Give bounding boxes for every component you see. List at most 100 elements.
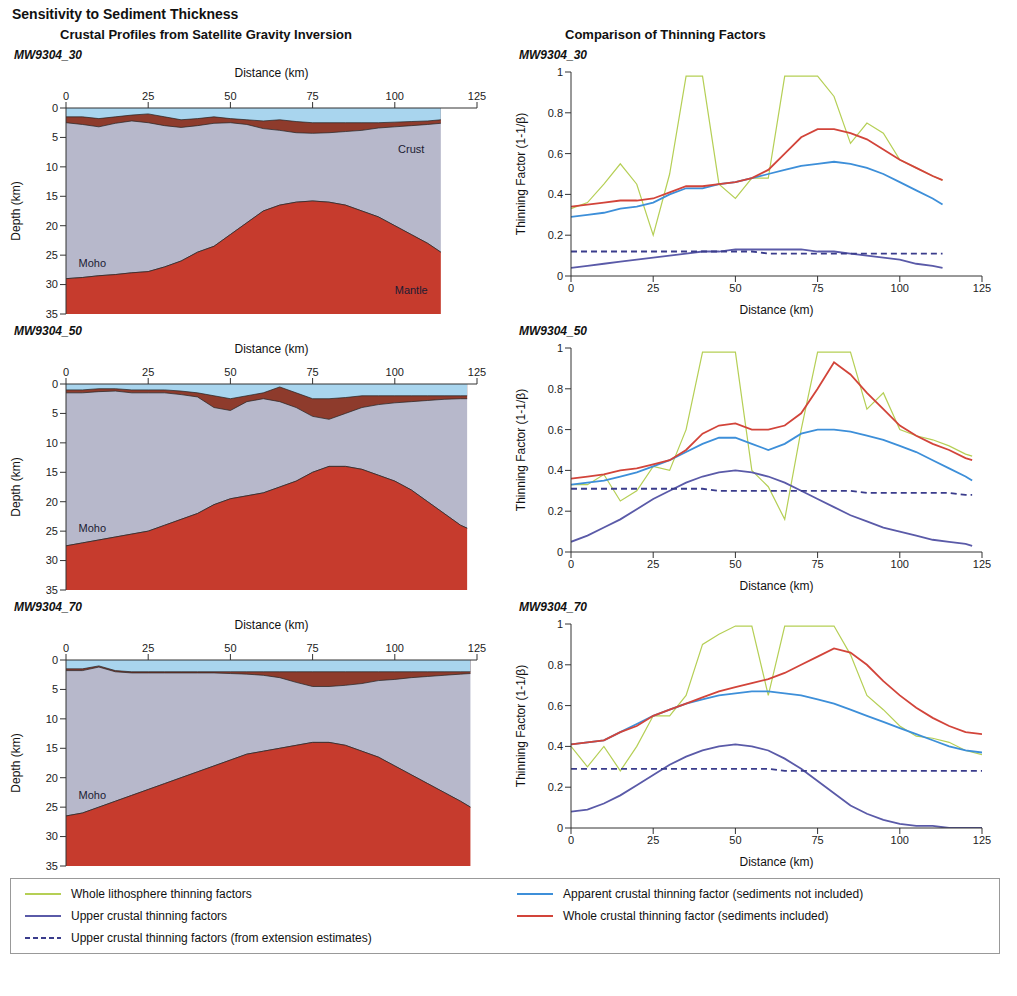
- html-text:Comparison of Thinning Factors: Comparison of Thinning Factors: [565, 27, 766, 42]
- svg-text:0: 0: [568, 834, 574, 846]
- svg-text:25: 25: [142, 366, 154, 378]
- svg-text:0.2: 0.2: [548, 781, 563, 793]
- svg-text:75: 75: [306, 366, 318, 378]
- svg-text:Depth (km): Depth (km): [10, 457, 23, 516]
- svg-text:Depth (km): Depth (km): [10, 733, 23, 792]
- svg-text:15: 15: [46, 190, 58, 202]
- html-text:MW9304_30: MW9304_30: [519, 48, 587, 62]
- svg-text:50: 50: [729, 558, 741, 570]
- svg-text:50: 50: [224, 366, 236, 378]
- svg-text:30: 30: [46, 278, 58, 290]
- svg-text:Distance (km): Distance (km): [234, 66, 308, 80]
- svg-text:125: 125: [973, 282, 991, 294]
- svg-text:5: 5: [52, 683, 58, 695]
- svg-text:0: 0: [63, 90, 69, 102]
- svg-text:0.8: 0.8: [548, 107, 563, 119]
- svg-text:20: 20: [46, 772, 58, 784]
- svg-text:0.2: 0.2: [548, 229, 563, 241]
- svg-text:Crust: Crust: [398, 143, 424, 155]
- svg-text:0: 0: [52, 654, 58, 666]
- svg-text:125: 125: [468, 642, 486, 654]
- svg-text:75: 75: [811, 282, 823, 294]
- svg-text:10: 10: [46, 437, 58, 449]
- svg-text:75: 75: [811, 558, 823, 570]
- svg-text:100: 100: [891, 558, 909, 570]
- svg-text:35: 35: [46, 308, 58, 320]
- svg-text:125: 125: [973, 558, 991, 570]
- svg-text:1: 1: [557, 618, 563, 630]
- svg-text:15: 15: [46, 466, 58, 478]
- svg-text:20: 20: [46, 496, 58, 508]
- svg-text:0.6: 0.6: [548, 148, 563, 160]
- svg-text:0.2: 0.2: [548, 505, 563, 517]
- svg-text:0: 0: [557, 546, 563, 558]
- svg-text:20: 20: [46, 220, 58, 232]
- svg-text:75: 75: [306, 642, 318, 654]
- svg-text:0.8: 0.8: [548, 383, 563, 395]
- html-text:Sensitivity to Sediment Thickn: Sensitivity to Sediment Thickness: [12, 6, 239, 22]
- svg-text:0.4: 0.4: [548, 188, 563, 200]
- svg-text:50: 50: [729, 282, 741, 294]
- svg-text:Moho: Moho: [79, 789, 107, 801]
- svg-text:0: 0: [568, 282, 574, 294]
- svg-text:25: 25: [647, 834, 659, 846]
- svg-text:Thinning Factor (1-1/β): Thinning Factor (1-1/β): [515, 389, 528, 511]
- svg-text:Mantle: Mantle: [395, 284, 428, 296]
- svg-text:50: 50: [224, 90, 236, 102]
- svg-text:1: 1: [557, 342, 563, 354]
- svg-text:35: 35: [46, 860, 58, 872]
- svg-text:0: 0: [52, 102, 58, 114]
- svg-text:25: 25: [46, 249, 58, 261]
- svg-text:100: 100: [386, 90, 404, 102]
- svg-text:Thinning Factor (1-1/β): Thinning Factor (1-1/β): [515, 665, 528, 787]
- svg-text:25: 25: [142, 642, 154, 654]
- svg-text:25: 25: [46, 801, 58, 813]
- svg-text:Distance (km): Distance (km): [234, 342, 308, 356]
- svg-text:50: 50: [224, 642, 236, 654]
- svg-text:Distance (km): Distance (km): [234, 618, 308, 632]
- svg-text:0.4: 0.4: [548, 740, 563, 752]
- svg-text:Depth (km): Depth (km): [10, 181, 23, 240]
- svg-text:0.4: 0.4: [548, 464, 563, 476]
- svg-text:15: 15: [46, 742, 58, 754]
- svg-text:125: 125: [468, 366, 486, 378]
- svg-text:30: 30: [46, 830, 58, 842]
- svg-text:100: 100: [891, 282, 909, 294]
- svg-text:75: 75: [811, 834, 823, 846]
- svg-text:10: 10: [46, 713, 58, 725]
- svg-text:Thinning Factor (1-1/β): Thinning Factor (1-1/β): [515, 113, 528, 235]
- svg-text:0.6: 0.6: [548, 424, 563, 436]
- svg-text:30: 30: [46, 554, 58, 566]
- svg-text:10: 10: [46, 161, 58, 173]
- svg-text:0: 0: [557, 822, 563, 834]
- svg-text:0: 0: [52, 378, 58, 390]
- html-text:MW9304_30: MW9304_30: [14, 48, 82, 62]
- svg-text:Moho: Moho: [79, 257, 107, 269]
- svg-text:Distance (km): Distance (km): [739, 579, 813, 593]
- svg-text:100: 100: [891, 834, 909, 846]
- svg-text:Distance (km): Distance (km): [739, 855, 813, 869]
- svg-text:125: 125: [973, 834, 991, 846]
- svg-text:25: 25: [647, 558, 659, 570]
- svg-text:50: 50: [729, 834, 741, 846]
- svg-text:0.8: 0.8: [548, 659, 563, 671]
- svg-text:5: 5: [52, 131, 58, 143]
- svg-text:100: 100: [386, 366, 404, 378]
- svg-text:25: 25: [46, 525, 58, 537]
- svg-text:0: 0: [557, 270, 563, 282]
- svg-text:0: 0: [63, 366, 69, 378]
- svg-text:0: 0: [63, 642, 69, 654]
- svg-text:0: 0: [568, 558, 574, 570]
- svg-text:Moho: Moho: [79, 522, 107, 534]
- svg-text:25: 25: [142, 90, 154, 102]
- svg-text:25: 25: [647, 282, 659, 294]
- svg-text:35: 35: [46, 584, 58, 596]
- svg-text:Distance (km): Distance (km): [739, 303, 813, 317]
- svg-text:125: 125: [468, 90, 486, 102]
- svg-text:75: 75: [306, 90, 318, 102]
- svg-text:5: 5: [52, 407, 58, 419]
- svg-text:1: 1: [557, 66, 563, 78]
- svg-text:0.6: 0.6: [548, 700, 563, 712]
- svg-text:100: 100: [386, 642, 404, 654]
- html-text:Crustal Profiles from Satellit: Crustal Profiles from Satellite Gravity …: [60, 27, 352, 42]
